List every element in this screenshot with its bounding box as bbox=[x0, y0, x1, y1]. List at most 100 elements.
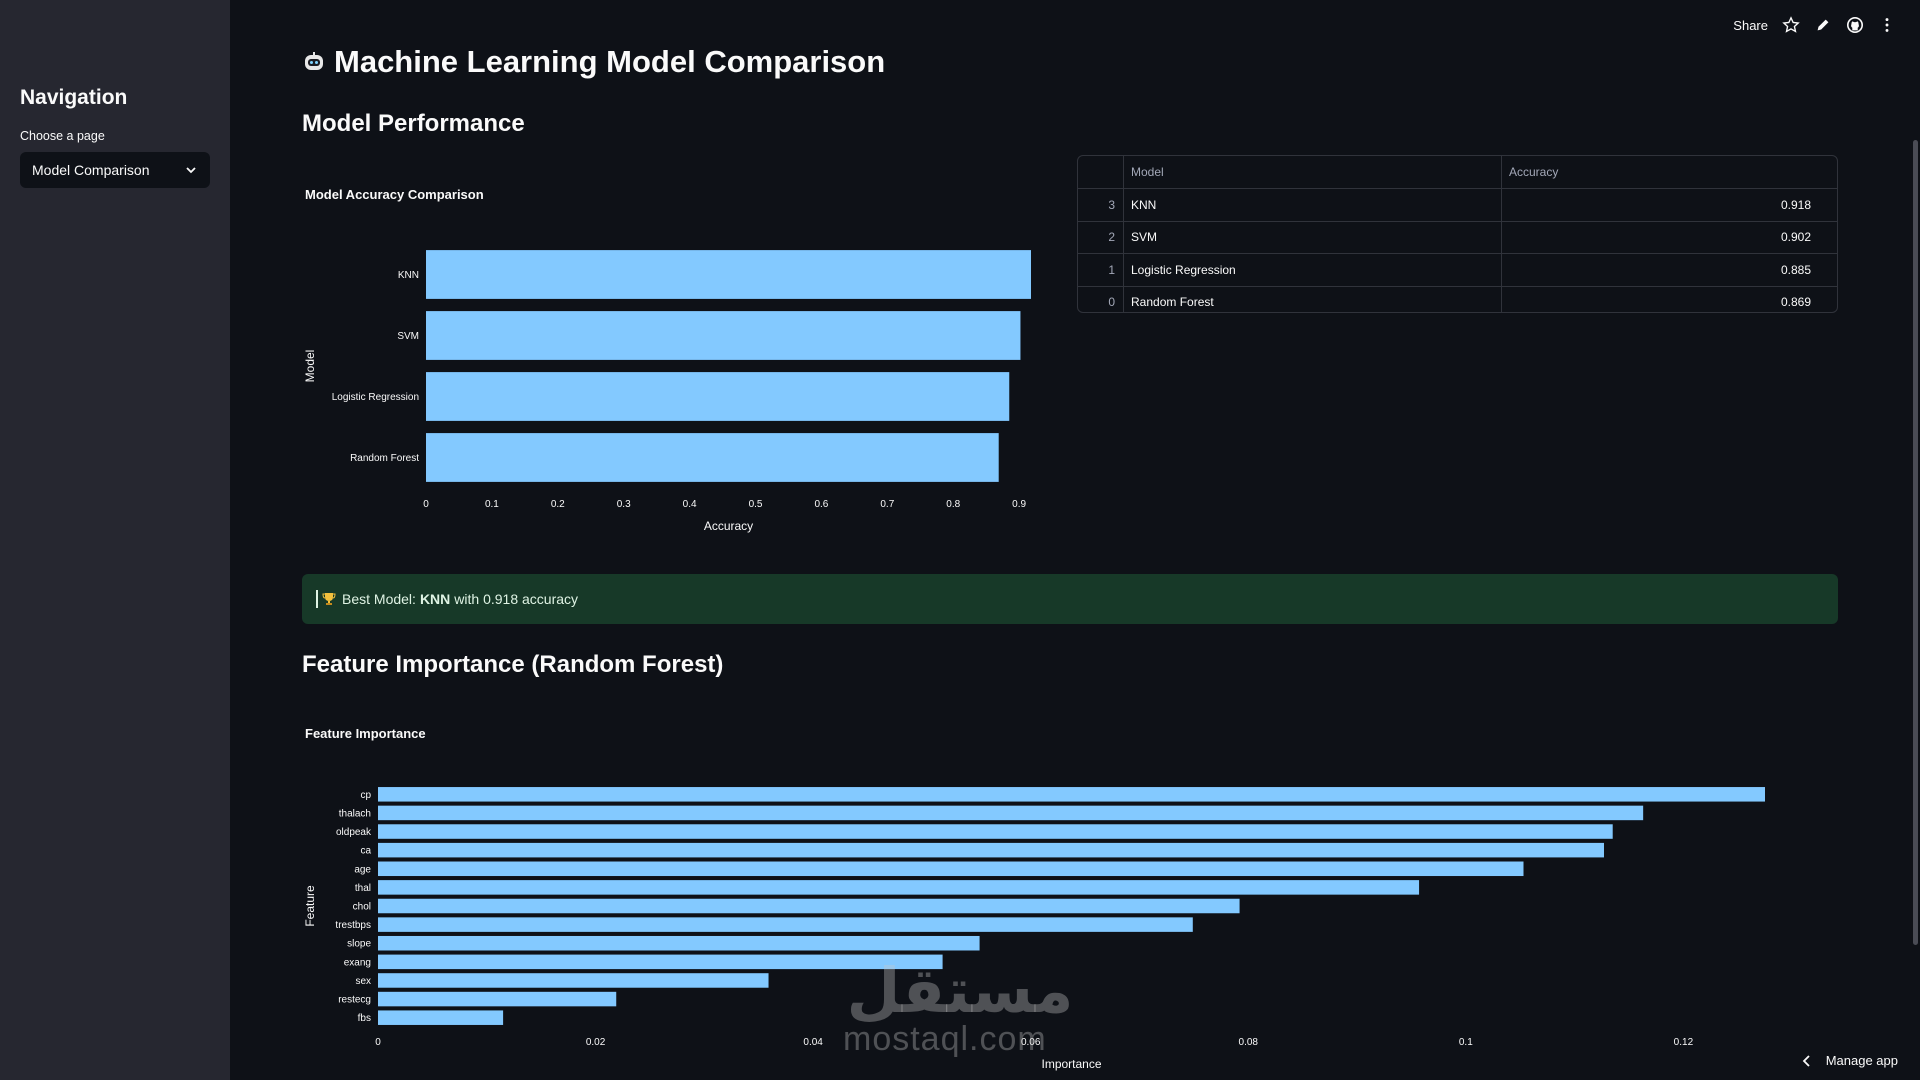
best-model-alert: Best Model: KNN with 0.918 accuracy bbox=[302, 574, 1838, 624]
table-header-row: Model Accuracy bbox=[1078, 156, 1837, 189]
feature-chart-category-label: oldpeak bbox=[336, 827, 372, 838]
feature-chart-title: Feature Importance bbox=[305, 726, 426, 741]
manage-app-button[interactable]: Manage app bbox=[1802, 1053, 1898, 1068]
accuracy-chart-category-label: Random Forest bbox=[350, 453, 419, 464]
feature-chart-bar[interactable] bbox=[378, 842, 1604, 858]
feature-chart-bar[interactable] bbox=[378, 973, 769, 988]
table-header-model[interactable]: Model bbox=[1124, 156, 1502, 188]
page-select-label: Choose a page bbox=[20, 129, 105, 143]
feature-chart-category-label: sex bbox=[355, 976, 371, 987]
accuracy-chart-category-label: Logistic Regression bbox=[332, 392, 419, 403]
feature-chart-tick-label: 0.02 bbox=[586, 1037, 606, 1048]
accuracy-chart-title: Model Accuracy Comparison bbox=[305, 187, 484, 202]
feature-chart-bar[interactable] bbox=[378, 787, 1765, 802]
row-model: Random Forest bbox=[1124, 286, 1502, 312]
feature-chart-category-label: trestbps bbox=[335, 920, 371, 931]
feature-chart-category-label: chol bbox=[353, 902, 371, 913]
feature-chart-y-axis-label: Feature bbox=[303, 885, 317, 927]
more-vertical-icon[interactable] bbox=[1878, 16, 1896, 34]
accuracy-chart-category-label: SVM bbox=[397, 331, 419, 342]
chevron-down-icon bbox=[186, 167, 196, 174]
feature-chart-tick-label: 0.04 bbox=[803, 1037, 823, 1048]
accuracy-table[interactable]: Model Accuracy 3 KNN 0.918 2 SVM 0.902 1… bbox=[1077, 155, 1838, 313]
row-index: 3 bbox=[1078, 189, 1124, 221]
feature-chart-bar[interactable] bbox=[378, 917, 1193, 932]
feature-chart-category-label: ca bbox=[360, 846, 371, 857]
table-row[interactable]: 2 SVM 0.902 bbox=[1078, 221, 1837, 254]
accuracy-chart-tick-label: 0.4 bbox=[683, 499, 697, 510]
scrollbar[interactable] bbox=[1913, 140, 1918, 945]
page-select[interactable]: Model Comparison bbox=[20, 152, 210, 188]
github-icon[interactable] bbox=[1846, 16, 1864, 34]
accuracy-chart-tick-label: 0.7 bbox=[880, 499, 894, 510]
share-button[interactable]: Share bbox=[1733, 17, 1768, 33]
section-feature-importance: Feature Importance (Random Forest) bbox=[302, 651, 724, 678]
accuracy-chart-tick-label: 0 bbox=[423, 499, 429, 510]
feature-chart-category-label: thal bbox=[355, 883, 371, 894]
feature-chart-bar[interactable] bbox=[378, 935, 980, 951]
page-title-text: Machine Learning Model Comparison bbox=[334, 44, 886, 79]
feature-chart-category-label: thalach bbox=[339, 808, 371, 819]
chevron-left-icon bbox=[1802, 1054, 1810, 1067]
row-model: Logistic Regression bbox=[1124, 254, 1502, 286]
accuracy-chart-tick-label: 0.6 bbox=[814, 499, 828, 510]
feature-chart-tick-label: 0.06 bbox=[1021, 1037, 1041, 1048]
accuracy-chart-x-axis-label: Accuracy bbox=[704, 519, 753, 533]
feature-chart-tick-label: 0.1 bbox=[1459, 1037, 1473, 1048]
table-row[interactable]: 0 Random Forest 0.869 bbox=[1078, 286, 1837, 312]
table-header-index bbox=[1078, 156, 1124, 188]
row-accuracy: 0.885 bbox=[1780, 262, 1811, 277]
row-index: 0 bbox=[1078, 286, 1124, 312]
accuracy-chart-tick-label: 0.9 bbox=[1012, 499, 1026, 510]
feature-chart-category-label: fbs bbox=[358, 1013, 371, 1024]
feature-chart-bar[interactable] bbox=[378, 954, 943, 970]
feature-chart-category-label: age bbox=[354, 864, 371, 875]
manage-app-label: Manage app bbox=[1825, 1053, 1898, 1068]
feature-chart-tick-label: 0 bbox=[375, 1037, 381, 1048]
feature-chart-x-axis-label: Importance bbox=[1041, 1057, 1101, 1071]
section-model-performance: Model Performance bbox=[302, 110, 525, 137]
sidebar: Navigation Choose a page Model Compariso… bbox=[0, 0, 230, 1080]
feature-chart-bar[interactable] bbox=[378, 898, 1240, 914]
accuracy-chart-y-axis-label: Model bbox=[303, 350, 317, 383]
sidebar-title: Navigation bbox=[20, 86, 128, 109]
feature-chart-category-label: slope bbox=[347, 939, 371, 950]
feature-chart-tick-label: 0.12 bbox=[1674, 1037, 1694, 1048]
trophy-icon bbox=[322, 593, 336, 605]
table-row[interactable]: 1 Logistic Regression 0.885 bbox=[1078, 254, 1837, 287]
accuracy-chart: KNN SVM Logistic Regression Random Forest 0 0… bbox=[303, 250, 1031, 533]
row-index: 1 bbox=[1078, 254, 1124, 286]
feature-chart-bar[interactable] bbox=[378, 991, 617, 1007]
accuracy-chart-tick-label: 0.8 bbox=[946, 499, 960, 510]
table-header-accuracy[interactable]: Accuracy bbox=[1509, 165, 1559, 179]
feature-chart-tick-label: 0.08 bbox=[1239, 1037, 1259, 1048]
best-model-name: KNN bbox=[419, 591, 451, 607]
best-model-suffix: with 0.918 accuracy bbox=[454, 591, 579, 607]
accuracy-chart-tick-label: 0.2 bbox=[551, 499, 565, 510]
accuracy-chart-tick-label: 0.5 bbox=[749, 499, 763, 510]
feature-chart-bar[interactable] bbox=[378, 824, 1613, 839]
table-row[interactable]: 3 KNN 0.918 bbox=[1078, 189, 1837, 222]
row-accuracy: 0.869 bbox=[1780, 295, 1811, 310]
robot-face-icon bbox=[305, 52, 323, 70]
accuracy-chart-tick-label: 0.3 bbox=[617, 499, 631, 510]
feature-chart-bar[interactable] bbox=[378, 1010, 504, 1025]
page-title: Machine Learning Model Comparison bbox=[302, 44, 885, 80]
accuracy-chart-bar[interactable] bbox=[426, 250, 1031, 299]
accuracy-chart-bar[interactable] bbox=[426, 372, 1010, 421]
feature-chart-bar[interactable] bbox=[378, 880, 1420, 895]
row-model: SVM bbox=[1124, 221, 1502, 253]
pencil-icon[interactable] bbox=[1814, 16, 1832, 34]
accuracy-chart-bar[interactable] bbox=[426, 311, 1021, 360]
row-accuracy: 0.918 bbox=[1780, 197, 1811, 212]
row-accuracy: 0.902 bbox=[1780, 230, 1811, 245]
feature-chart-bar[interactable] bbox=[378, 861, 1524, 877]
accuracy-chart-bar[interactable] bbox=[426, 433, 999, 482]
row-index: 2 bbox=[1078, 221, 1124, 253]
top-toolbar: Share bbox=[1733, 16, 1896, 34]
feature-chart-bar[interactable] bbox=[378, 805, 1644, 821]
feature-chart-category-label: cp bbox=[360, 790, 371, 801]
feature-chart-category-label: restecg bbox=[338, 995, 371, 1006]
star-icon[interactable] bbox=[1782, 16, 1800, 34]
row-model: KNN bbox=[1124, 189, 1502, 221]
